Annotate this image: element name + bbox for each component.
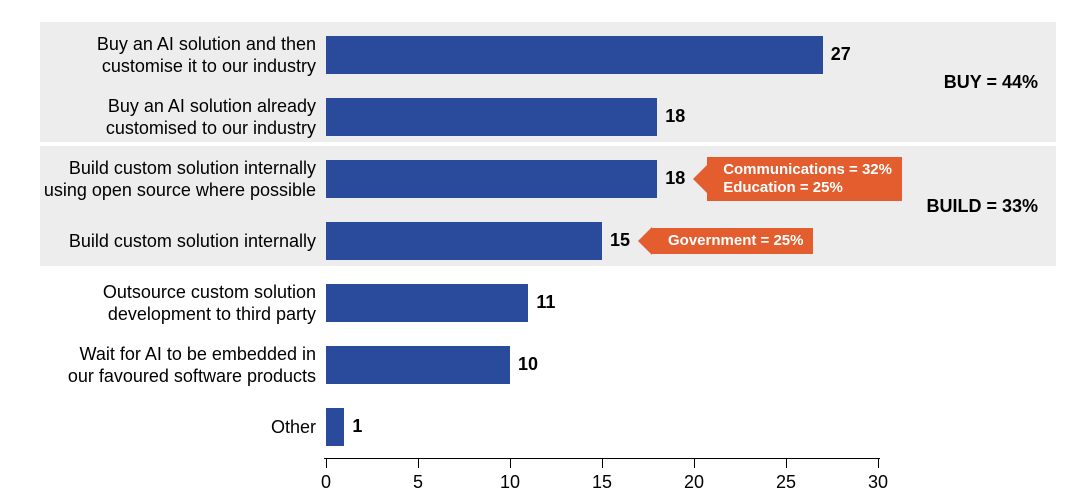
- ai-approach-bar-chart: BUY = 44% BUILD = 33% Buy an AI solution a…: [0, 0, 1080, 502]
- bar-value: 27: [831, 44, 851, 65]
- axis-tick: [602, 458, 603, 468]
- bar-value: 18: [665, 106, 685, 127]
- row-label: Build custom solution internallyusing op…: [16, 157, 316, 201]
- bar: [326, 98, 657, 136]
- bar-value: 10: [518, 354, 538, 375]
- axis-tick-label: 30: [868, 472, 888, 493]
- row-label: Other: [16, 416, 316, 438]
- bar: [326, 160, 657, 198]
- row-label: Wait for AI to be embedded inour favoure…: [16, 343, 316, 387]
- axis-tick: [694, 458, 695, 468]
- axis-tick-label: 0: [321, 472, 331, 493]
- bar: [326, 36, 823, 74]
- axis-baseline: [324, 458, 880, 459]
- axis-tick-label: 5: [413, 472, 423, 493]
- bar: [326, 284, 528, 322]
- axis-tick: [786, 458, 787, 468]
- bar: [326, 346, 510, 384]
- axis-tick-label: 25: [776, 472, 796, 493]
- callout: Communications = 32%Education = 25%: [707, 157, 902, 201]
- bar: [326, 222, 602, 260]
- row-label: Build custom solution internally: [16, 230, 316, 252]
- bar-value: 18: [665, 168, 685, 189]
- axis-tick-label: 20: [684, 472, 704, 493]
- axis-tick-label: 15: [592, 472, 612, 493]
- axis-tick: [878, 458, 879, 468]
- callout: Government = 25%: [652, 228, 813, 254]
- group-label: BUILD = 33%: [926, 196, 1038, 217]
- axis-tick: [418, 458, 419, 468]
- row-label: Outsource custom solutiondevelopment to …: [16, 281, 316, 325]
- bar: [326, 408, 344, 446]
- group-label: BUY = 44%: [944, 72, 1038, 93]
- axis-tick: [510, 458, 511, 468]
- axis-tick-label: 10: [500, 472, 520, 493]
- row-label: Buy an AI solution alreadycustomised to …: [16, 95, 316, 139]
- axis-tick: [326, 458, 327, 468]
- row-label: Buy an AI solution and thencustomise it …: [16, 33, 316, 77]
- bar-value: 11: [536, 292, 555, 313]
- bar-value: 1: [352, 416, 362, 437]
- bar-value: 15: [610, 230, 630, 251]
